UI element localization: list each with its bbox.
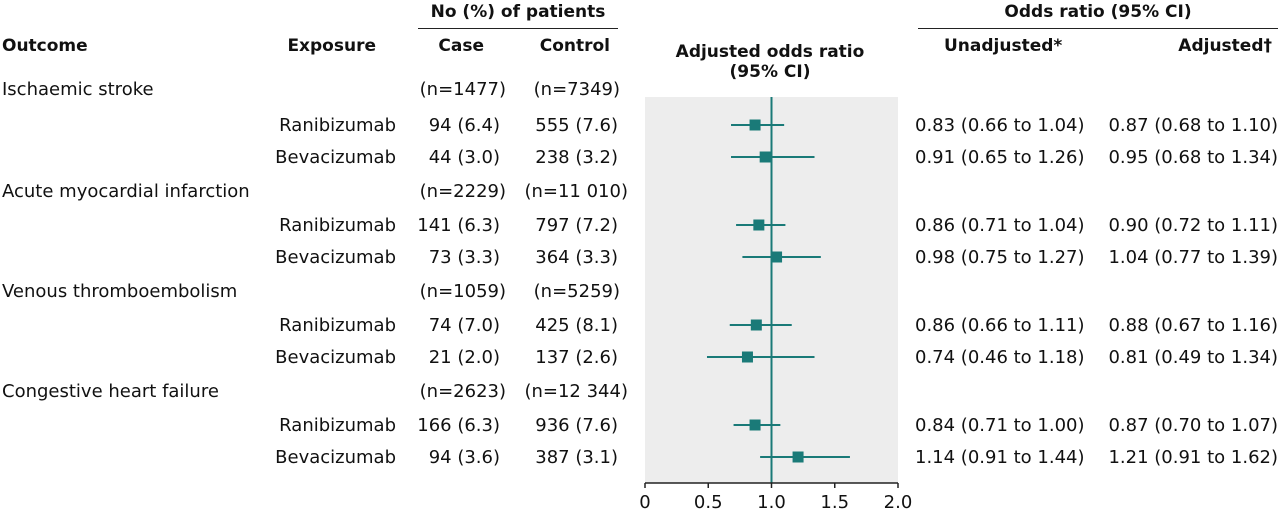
case-count: 21 (2.0) — [428, 347, 500, 368]
outcome-label: Ischaemic stroke — [2, 79, 154, 100]
x-tick-label: 0.5 — [694, 492, 723, 512]
outcome-header: Outcome — [2, 36, 88, 56]
adjusted-or: 1.21 (0.91 to 1.62) — [1108, 447, 1278, 468]
case-count: 94 (6.4) — [428, 115, 500, 136]
control-count: 797 (7.2) — [535, 215, 618, 236]
case-n: (n=2229) — [419, 181, 506, 202]
exposure-label: Ranibizumab — [279, 415, 396, 436]
unadjusted-or: 0.86 (0.66 to 1.11) — [915, 315, 1085, 336]
or-group-header: Odds ratio (95% CI) — [1004, 2, 1192, 22]
plot-title-line1: Adjusted odds ratio — [675, 42, 865, 62]
case-n: (n=1477) — [419, 79, 506, 100]
unadjusted-or: 0.86 (0.71 to 1.04) — [915, 215, 1085, 236]
unadjusted-or: 1.14 (0.91 to 1.44) — [915, 447, 1085, 468]
exposure-header: Exposure — [287, 36, 376, 56]
case-count: 141 (6.3) — [417, 215, 500, 236]
exposure-label: Bevacizumab — [275, 347, 396, 368]
outcome-label: Venous thromboembolism — [2, 281, 238, 302]
case-n: (n=1059) — [419, 281, 506, 302]
patients-group-header: No (%) of patients — [430, 2, 606, 22]
adjusted-or: 0.90 (0.72 to 1.11) — [1108, 215, 1278, 236]
outcome-label: Congestive heart failure — [2, 381, 219, 402]
exposure-label: Bevacizumab — [275, 247, 396, 268]
control-count: 137 (2.6) — [535, 347, 618, 368]
unadjusted-or: 0.84 (0.71 to 1.00) — [915, 415, 1085, 436]
x-tick-label: 1.5 — [820, 492, 849, 512]
exposure-label: Bevacizumab — [275, 147, 396, 168]
control-n: (n=12 344) — [524, 381, 628, 402]
unadjusted-or: 0.98 (0.75 to 1.27) — [915, 247, 1085, 268]
case-count: 94 (3.6) — [428, 447, 500, 468]
unadjusted-header: Unadjusted* — [944, 36, 1063, 56]
outcome-label: Acute myocardial infarction — [2, 181, 250, 202]
control-n: (n=5259) — [533, 281, 620, 302]
unadjusted-or: 0.74 (0.46 to 1.18) — [915, 347, 1085, 368]
control-n: (n=7349) — [533, 79, 620, 100]
control-count: 936 (7.6) — [535, 415, 618, 436]
patients-header-rule — [418, 28, 618, 29]
adjusted-or: 0.87 (0.70 to 1.07) — [1108, 415, 1278, 436]
estimate-marker — [749, 419, 761, 431]
control-count: 387 (3.1) — [535, 447, 618, 468]
unadjusted-or: 0.83 (0.66 to 1.04) — [915, 115, 1085, 136]
control-header: Control — [539, 36, 610, 56]
adjusted-or: 0.95 (0.68 to 1.34) — [1108, 147, 1278, 168]
control-count: 238 (3.2) — [535, 147, 618, 168]
exposure-label: Ranibizumab — [279, 315, 396, 336]
case-count: 166 (6.3) — [417, 415, 500, 436]
adjusted-or: 1.04 (0.77 to 1.39) — [1108, 247, 1278, 268]
estimate-marker — [759, 151, 771, 163]
case-count: 73 (3.3) — [428, 247, 500, 268]
exposure-label: Bevacizumab — [275, 447, 396, 468]
estimate-marker — [753, 219, 765, 231]
estimate-marker — [792, 451, 804, 463]
adjusted-or: 0.81 (0.49 to 1.34) — [1108, 347, 1278, 368]
adjusted-or: 0.87 (0.68 to 1.10) — [1108, 115, 1278, 136]
case-header: Case — [438, 36, 484, 56]
adjusted-header: Adjusted† — [1178, 36, 1272, 56]
case-n: (n=2623) — [419, 381, 506, 402]
estimate-marker — [749, 119, 761, 131]
or-header-rule — [918, 28, 1278, 29]
control-count: 555 (7.6) — [535, 115, 618, 136]
estimate-marker — [741, 351, 753, 363]
unadjusted-or: 0.91 (0.65 to 1.26) — [915, 147, 1085, 168]
x-tick-label: 0 — [639, 492, 650, 512]
estimate-marker — [771, 251, 783, 263]
exposure-label: Ranibizumab — [279, 115, 396, 136]
control-n: (n=11 010) — [524, 181, 628, 202]
estimate-marker — [750, 319, 762, 331]
control-count: 364 (3.3) — [535, 247, 618, 268]
x-tick-label: 2.0 — [884, 492, 913, 512]
control-count: 425 (8.1) — [535, 315, 618, 336]
adjusted-or: 0.88 (0.67 to 1.16) — [1108, 315, 1278, 336]
plot-title-line2: (95% CI) — [729, 62, 811, 82]
exposure-label: Ranibizumab — [279, 215, 396, 236]
x-tick-label: 1.0 — [757, 492, 786, 512]
case-count: 44 (3.0) — [428, 147, 500, 168]
case-count: 74 (7.0) — [428, 315, 500, 336]
